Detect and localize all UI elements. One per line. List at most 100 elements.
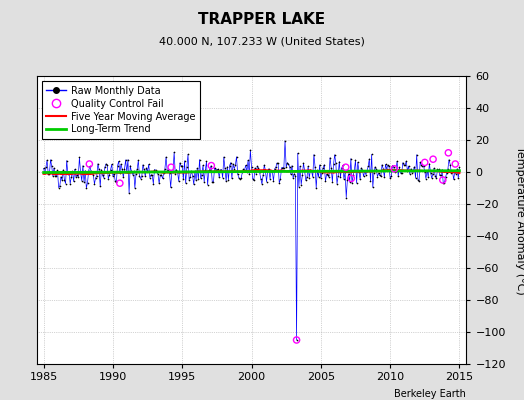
Point: [229, 161, 237, 167]
Point: [49, 173, 57, 179]
Point: [189, 173, 197, 179]
Point: [260, 162, 268, 168]
Point: [305, 174, 313, 181]
Point: [430, 165, 438, 171]
Point: [298, 172, 307, 179]
Point: [405, 163, 413, 169]
Point: [81, 167, 90, 174]
Point: [327, 165, 335, 172]
Point: [176, 160, 184, 166]
Point: [177, 163, 185, 169]
Point: [87, 168, 95, 174]
Point: [219, 174, 227, 181]
Point: [161, 166, 169, 172]
Point: [451, 168, 459, 175]
Point: [159, 170, 168, 176]
Point: [126, 162, 135, 169]
Point: [59, 166, 68, 173]
Point: [368, 184, 377, 190]
Point: [111, 178, 119, 184]
Point: [265, 166, 273, 172]
Point: [294, 184, 303, 190]
Point: [267, 167, 275, 174]
Point: [43, 157, 51, 163]
Point: [277, 164, 286, 171]
Point: [88, 170, 96, 176]
Point: [429, 156, 438, 162]
Point: [441, 174, 450, 180]
Point: [232, 154, 241, 160]
Point: [418, 163, 427, 170]
Point: [449, 168, 457, 175]
Point: [136, 175, 145, 182]
Point: [269, 178, 278, 184]
Point: [290, 170, 299, 177]
Point: [373, 173, 381, 180]
Point: [378, 162, 386, 168]
Point: [149, 180, 158, 187]
Point: [104, 176, 113, 182]
Point: [65, 168, 73, 175]
Point: [247, 164, 256, 170]
Point: [178, 162, 187, 169]
Point: [394, 173, 402, 180]
Point: [44, 171, 52, 177]
Point: [194, 176, 203, 182]
Point: [291, 172, 300, 179]
Point: [279, 164, 287, 171]
Point: [412, 152, 421, 158]
Point: [411, 175, 420, 181]
Point: [302, 177, 310, 184]
Point: [334, 172, 342, 179]
Point: [371, 164, 379, 170]
Point: [239, 166, 248, 172]
Point: [84, 168, 93, 174]
Point: [321, 178, 330, 184]
Point: [358, 167, 367, 173]
Point: [225, 162, 234, 169]
Point: [300, 168, 309, 174]
Point: [54, 184, 63, 191]
Point: [299, 160, 308, 166]
Point: [223, 164, 232, 170]
Point: [173, 169, 182, 176]
Point: [215, 174, 223, 180]
Point: [204, 167, 213, 174]
Point: [396, 170, 405, 176]
Point: [180, 158, 189, 164]
Point: [202, 158, 211, 165]
Point: [328, 178, 336, 185]
Point: [383, 166, 391, 172]
Point: [445, 156, 453, 163]
Point: [365, 156, 374, 162]
Point: [428, 175, 436, 181]
Point: [439, 177, 447, 183]
Point: [45, 171, 53, 177]
Point: [330, 161, 338, 168]
Point: [272, 160, 281, 166]
Point: [362, 172, 370, 178]
Point: [331, 152, 339, 158]
Point: [274, 160, 282, 166]
Point: [431, 173, 439, 179]
Point: [384, 162, 392, 168]
Point: [134, 157, 143, 164]
Point: [451, 161, 460, 167]
Point: [364, 163, 373, 170]
Point: [280, 164, 288, 171]
Point: [107, 161, 116, 168]
Point: [446, 161, 454, 168]
Point: [400, 162, 408, 168]
Point: [170, 149, 178, 156]
Point: [179, 176, 188, 182]
Point: [390, 166, 398, 172]
Point: [276, 176, 285, 182]
Point: [235, 175, 243, 181]
Point: [196, 175, 205, 182]
Point: [322, 171, 331, 178]
Point: [82, 185, 91, 191]
Point: [71, 166, 79, 172]
Point: [110, 170, 118, 177]
Point: [253, 163, 261, 169]
Point: [421, 168, 429, 175]
